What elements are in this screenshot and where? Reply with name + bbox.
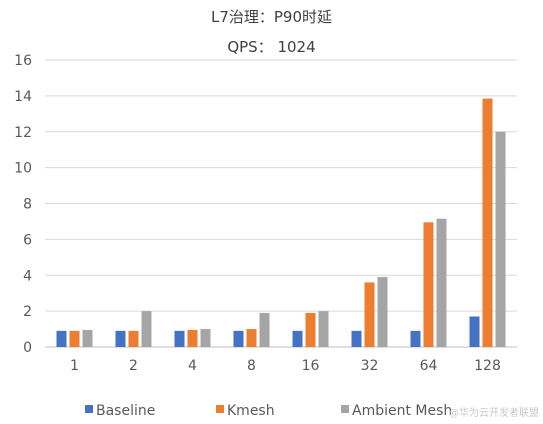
bar-ambient-mesh bbox=[495, 131, 506, 347]
bar-kmesh bbox=[128, 330, 139, 347]
bar-ambient-mesh bbox=[259, 312, 270, 347]
x-tick-label: 4 bbox=[188, 358, 197, 374]
y-tick-label: 4 bbox=[23, 268, 32, 284]
legend-label: Baseline bbox=[96, 403, 155, 419]
x-tick-label: 1 bbox=[70, 358, 79, 374]
bar-kmesh bbox=[187, 329, 198, 347]
x-tick-label: 64 bbox=[420, 358, 438, 374]
bar-baseline bbox=[56, 330, 67, 347]
bar-kmesh bbox=[423, 222, 434, 347]
legend-swatch bbox=[341, 405, 349, 413]
legend-label: Ambient Mesh bbox=[352, 403, 452, 419]
x-tick-label: 2 bbox=[129, 358, 138, 374]
chart-title: L7治理：P90时延 bbox=[210, 8, 333, 26]
y-tick-label: 12 bbox=[14, 125, 32, 141]
legend-label: Kmesh bbox=[227, 403, 275, 419]
bar-ambient-mesh bbox=[318, 311, 329, 347]
y-tick-label: 6 bbox=[23, 232, 32, 248]
bar-ambient-mesh bbox=[200, 329, 211, 347]
watermark: @华为云开发者联盟 bbox=[449, 408, 539, 419]
bar-ambient-mesh bbox=[436, 218, 447, 347]
legend-swatch bbox=[216, 405, 224, 413]
bar-baseline bbox=[174, 330, 185, 347]
bar-baseline bbox=[469, 316, 480, 347]
bar-baseline bbox=[233, 330, 244, 347]
y-tick-label: 8 bbox=[23, 197, 32, 213]
bar-kmesh bbox=[482, 98, 493, 347]
bar-kmesh bbox=[246, 329, 257, 347]
bar-ambient-mesh bbox=[82, 329, 93, 347]
bar-kmesh bbox=[69, 330, 80, 347]
y-tick-label: 2 bbox=[23, 304, 32, 320]
bar-baseline bbox=[292, 330, 303, 347]
legend-swatch bbox=[85, 405, 93, 413]
bar-kmesh bbox=[364, 282, 375, 347]
x-tick-label: 32 bbox=[361, 358, 379, 374]
bar-baseline bbox=[351, 330, 362, 347]
y-tick-label: 10 bbox=[14, 161, 32, 177]
y-tick-label: 0 bbox=[23, 340, 32, 356]
bar-ambient-mesh bbox=[377, 277, 388, 347]
x-tick-label: 8 bbox=[247, 358, 256, 374]
y-tick-label: 16 bbox=[14, 53, 32, 69]
bar-baseline bbox=[410, 330, 421, 347]
bar-kmesh bbox=[305, 312, 316, 347]
x-tick-label: 128 bbox=[474, 358, 501, 374]
y-tick-label: 14 bbox=[14, 89, 32, 105]
x-tick-label: 16 bbox=[302, 358, 320, 374]
bar-baseline bbox=[115, 330, 126, 347]
bar-ambient-mesh bbox=[141, 311, 152, 347]
chart-subtitle: QPS： 1024 bbox=[227, 38, 316, 56]
